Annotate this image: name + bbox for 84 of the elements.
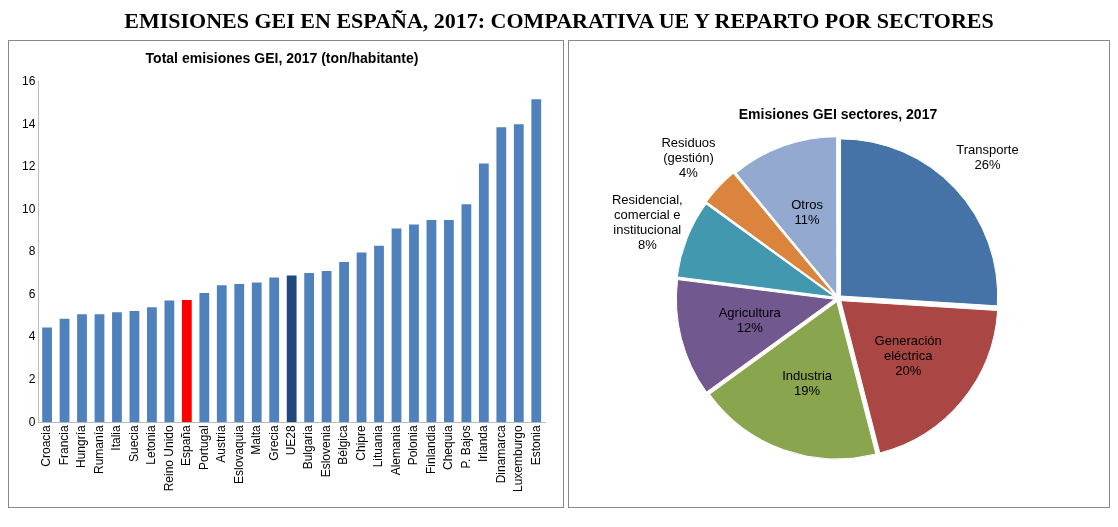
x-tick-label: Chequia [441,424,456,470]
slice-label: Residencial, comercial e institucional [611,191,683,237]
x-tick-label: Portugal [196,425,211,470]
slice-label: Transporte [956,142,1019,158]
data-label: 8% [637,236,658,252]
bar [531,99,542,423]
x-tick-label: Eslovaquia [231,424,246,485]
x-tick-label: Italia [109,424,124,451]
bar [426,219,437,423]
x-tick-label: Austria [214,424,229,463]
y-tick-label: 6 [28,286,36,301]
slice-label: Residuos (gestión) [661,134,717,165]
x-tick-label: Lituania [371,424,386,468]
bar [321,270,332,423]
bar [129,310,140,423]
x-tick-label: Letonia [144,424,159,465]
x-tick-label: Alemania [388,424,403,476]
x-tick-label: Chipre [353,424,368,461]
bar [251,282,262,423]
data-label: 20% [895,363,922,379]
y-tick-label: 12 [21,159,36,174]
bar [496,127,507,423]
bar [216,285,227,423]
slice-label: Industria [782,368,833,384]
x-tick-label: Polonia [406,424,421,466]
x-tick-label: Bulgaria [301,424,316,470]
x-tick-label: Irlanda [476,424,491,462]
y-tick-label: 2 [28,372,36,387]
x-tick-label: P. Bajos [458,425,473,469]
slice-label: Agricultura [718,305,782,321]
bar [164,300,175,423]
y-tick-label: 16 [21,74,36,89]
bar [42,327,52,423]
x-tick-label: Croacia [39,424,54,467]
bar [199,292,210,423]
chart-subtitle: Total emisiones GEI, 2017 (ton/habitante) [145,50,419,67]
bar [513,124,524,423]
y-tick-label: 0 [28,414,36,429]
data-label: 26% [974,157,1001,173]
bar [234,283,245,423]
x-tick-label: Grecia [266,424,281,461]
y-tick-label: 10 [21,201,36,216]
x-tick-label: Bélgica [336,424,351,465]
bar [391,228,402,423]
chart-title: Emisiones GEI sectores, 2017 [738,106,938,123]
x-tick-label: Luxemburgo [511,424,526,493]
x-tick-label: Eslovenia [318,424,333,478]
bar [356,252,367,423]
data-label: 19% [794,383,821,399]
bar [269,277,280,423]
x-tick-label: Dinamarca [493,424,508,484]
bar [478,163,489,423]
bar [59,318,70,423]
bar [374,245,384,423]
data-label: 11% [794,211,821,227]
x-tick-label: Finlandia [423,424,438,474]
x-tick-label: UE28 [283,424,298,456]
bar [181,299,192,423]
bar [77,314,87,423]
chart-title: EMISIONES GEI EN ESPAÑA, 2017: COMPARATIVA UE Y REPARTO POR SECTORES [123,8,995,34]
x-tick-label: Estonia [528,424,543,466]
x-tick-label: España [179,424,194,466]
slice-label: Generación eléctrica [874,333,942,364]
slice-label: Otros [791,196,824,212]
x-tick-label: Hungría [74,424,89,468]
bar [409,224,419,423]
data-label: 12% [736,320,764,336]
x-tick-label: Reino Unido [161,424,176,492]
x-tick-label: Malta [249,424,264,455]
bar [444,219,454,423]
bar [461,204,472,423]
data-label: 4% [679,164,699,180]
bar [339,262,349,423]
x-tick-label: Francia [56,424,71,466]
bar [94,314,105,423]
y-tick-label: 8 [28,244,36,259]
x-tick-label: Rumanía [91,424,106,474]
y-tick-label: 14 [21,116,36,131]
y-tick-label: 4 [28,329,36,344]
bar [304,272,315,423]
bar [147,307,157,423]
bar [112,312,122,423]
x-tick-label: Suecia [126,424,141,462]
bar [286,275,297,423]
